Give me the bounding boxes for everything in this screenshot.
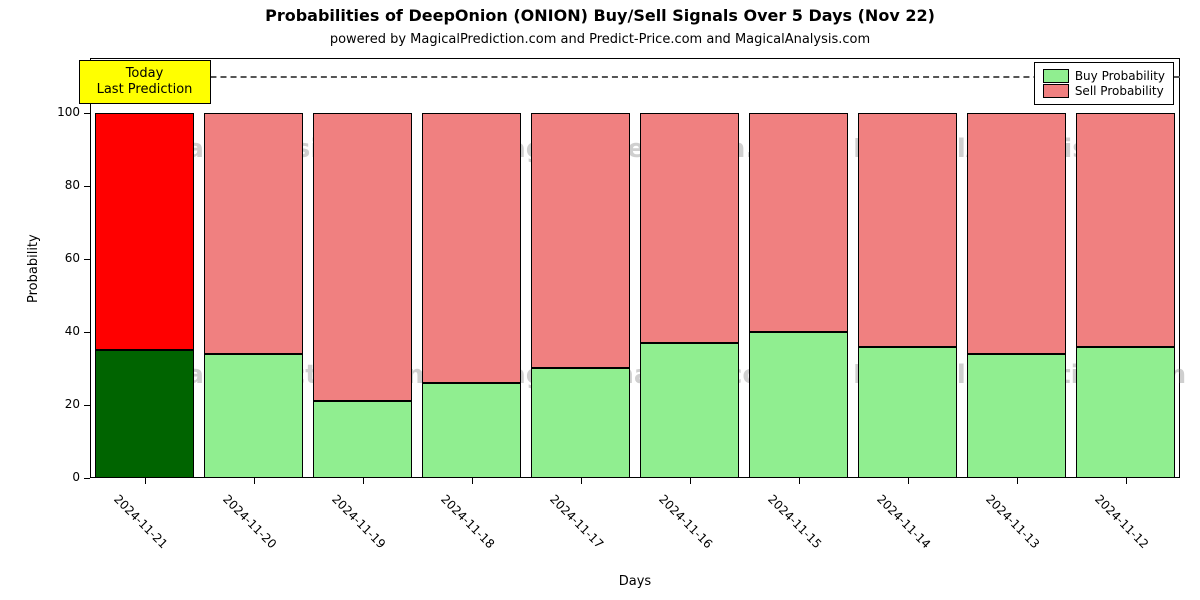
callout-line2: Last Prediction: [80, 82, 210, 98]
y-tick-label: 80: [20, 178, 80, 192]
x-tick-label: 2024-11-16: [656, 492, 715, 551]
bar-sell-segment: [749, 113, 847, 332]
bar-sell-segment: [95, 113, 193, 350]
bar-buy-segment: [1076, 347, 1174, 478]
bar-buy-segment: [640, 343, 738, 478]
x-axis-label: Days: [90, 574, 1180, 589]
y-axis-label: Probability: [26, 234, 41, 303]
chart-title: Probabilities of DeepOnion (ONION) Buy/S…: [0, 6, 1200, 25]
bar-sell-segment: [1076, 113, 1174, 347]
callout-line1: Today: [80, 66, 210, 82]
legend-label-sell: Sell Probability: [1075, 84, 1164, 98]
bar-buy-segment: [967, 354, 1065, 478]
x-tick-label: 2024-11-12: [1092, 492, 1151, 551]
bar-buy-segment: [422, 383, 520, 478]
y-tick-label: 0: [20, 470, 80, 484]
legend-label-buy: Buy Probability: [1075, 69, 1165, 83]
bar-sell-segment: [313, 113, 411, 402]
chart-container: Probabilities of DeepOnion (ONION) Buy/S…: [0, 0, 1200, 600]
x-tick-mark: [690, 478, 691, 484]
chart-subtitle: powered by MagicalPrediction.com and Pre…: [0, 32, 1200, 47]
legend: Buy Probability Sell Probability: [1034, 62, 1174, 105]
bar-buy-segment: [858, 347, 956, 478]
y-tick-mark: [84, 332, 90, 333]
x-tick-label: 2024-11-21: [111, 492, 170, 551]
bar-sell-segment: [967, 113, 1065, 354]
x-tick-label: 2024-11-17: [547, 492, 606, 551]
x-tick-label: 2024-11-14: [874, 492, 933, 551]
x-tick-mark: [363, 478, 364, 484]
bar-sell-segment: [640, 113, 738, 343]
y-tick-label: 20: [20, 397, 80, 411]
bar-buy-segment: [313, 401, 411, 478]
x-tick-mark: [145, 478, 146, 484]
reference-line: [90, 76, 1180, 78]
legend-swatch-sell: [1043, 84, 1069, 98]
x-tick-label: 2024-11-15: [765, 492, 824, 551]
bar-sell-segment: [422, 113, 520, 383]
x-tick-label: 2024-11-20: [220, 492, 279, 551]
bar-buy-segment: [749, 332, 847, 478]
y-tick-label: 100: [20, 105, 80, 119]
x-tick-mark: [908, 478, 909, 484]
legend-item-buy: Buy Probability: [1043, 69, 1165, 83]
x-tick-mark: [1126, 478, 1127, 484]
x-tick-label: 2024-11-19: [329, 492, 388, 551]
x-tick-mark: [1017, 478, 1018, 484]
bar-buy-segment: [531, 368, 629, 478]
legend-swatch-buy: [1043, 69, 1069, 83]
bar-sell-segment: [531, 113, 629, 369]
x-tick-mark: [472, 478, 473, 484]
x-tick-mark: [581, 478, 582, 484]
y-tick-label: 40: [20, 324, 80, 338]
x-tick-mark: [799, 478, 800, 484]
y-tick-mark: [84, 186, 90, 187]
bar-sell-segment: [204, 113, 302, 354]
bar-sell-segment: [858, 113, 956, 347]
today-callout: TodayLast Prediction: [79, 60, 211, 104]
x-tick-label: 2024-11-13: [983, 492, 1042, 551]
bar-buy-segment: [204, 354, 302, 478]
bar-buy-segment: [95, 350, 193, 478]
y-tick-mark: [84, 405, 90, 406]
x-tick-label: 2024-11-18: [438, 492, 497, 551]
x-tick-mark: [254, 478, 255, 484]
y-tick-mark: [84, 478, 90, 479]
y-tick-mark: [84, 113, 90, 114]
y-tick-mark: [84, 259, 90, 260]
legend-item-sell: Sell Probability: [1043, 84, 1165, 98]
